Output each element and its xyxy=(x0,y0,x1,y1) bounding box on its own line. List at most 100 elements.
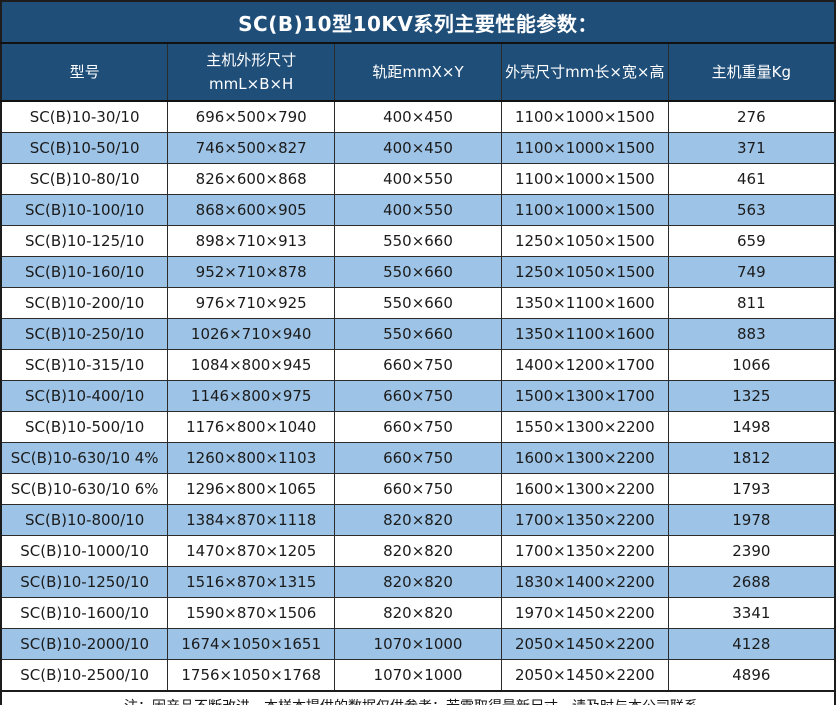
table-cell: SC(B)10-160/10 xyxy=(1,257,168,288)
table-cell: 659 xyxy=(668,226,835,257)
table-cell: SC(B)10-1600/10 xyxy=(1,598,168,629)
col-header-label: 主机重量Kg xyxy=(671,60,832,84)
table-cell: 898×710×913 xyxy=(168,226,335,257)
col-header-model: 型号 xyxy=(1,43,168,101)
table-cell: 1700×1350×2200 xyxy=(501,505,668,536)
table-cell: SC(B)10-315/10 xyxy=(1,350,168,381)
table-cell: 1100×1000×1500 xyxy=(501,164,668,195)
table-cell: SC(B)10-800/10 xyxy=(1,505,168,536)
table-cell: 1325 xyxy=(668,381,835,412)
table-cell: 400×450 xyxy=(335,101,502,133)
table-cell: 1260×800×1103 xyxy=(168,443,335,474)
table-cell: 1066 xyxy=(668,350,835,381)
table-cell: 1250×1050×1500 xyxy=(501,257,668,288)
table-cell: 868×600×905 xyxy=(168,195,335,226)
table-cell: 660×750 xyxy=(335,474,502,505)
table-cell: 746×500×827 xyxy=(168,133,335,164)
table-row: SC(B)10-630/10 6%1296×800×1065660×750160… xyxy=(1,474,835,505)
table-cell: 1070×1000 xyxy=(335,629,502,660)
table-cell: 820×820 xyxy=(335,598,502,629)
table-cell: SC(B)10-630/10 6% xyxy=(1,474,168,505)
table-cell: SC(B)10-630/10 4% xyxy=(1,443,168,474)
title-row: SC(B)10型10KV系列主要性能参数： xyxy=(1,1,835,43)
table-cell: 1350×1100×1600 xyxy=(501,319,668,350)
table-row: SC(B)10-200/10976×710×925550×6601350×110… xyxy=(1,288,835,319)
table-row: SC(B)10-250/101026×710×940550×6601350×11… xyxy=(1,319,835,350)
table-cell: 563 xyxy=(668,195,835,226)
table-cell: 2390 xyxy=(668,536,835,567)
table-cell: 1400×1200×1700 xyxy=(501,350,668,381)
table-cell: SC(B)10-400/10 xyxy=(1,381,168,412)
table-cell: SC(B)10-2000/10 xyxy=(1,629,168,660)
table-cell: 400×550 xyxy=(335,164,502,195)
table-cell: 550×660 xyxy=(335,257,502,288)
table-row: SC(B)10-2500/101756×1050×17681070×100020… xyxy=(1,660,835,692)
table-cell: 1500×1300×1700 xyxy=(501,381,668,412)
table-cell: SC(B)10-2500/10 xyxy=(1,660,168,692)
table-cell: 550×660 xyxy=(335,226,502,257)
table-cell: 1550×1300×2200 xyxy=(501,412,668,443)
spec-sheet-page: SC(B)10型10KV系列主要性能参数： 型号 主机外形尺寸 mmL×B×H … xyxy=(0,0,836,705)
table-cell: 1070×1000 xyxy=(335,660,502,692)
table-cell: 1100×1000×1500 xyxy=(501,195,668,226)
col-header-unit-dimensions: 主机外形尺寸 mmL×B×H xyxy=(168,43,335,101)
table-row: SC(B)10-800/101384×870×1118820×8201700×1… xyxy=(1,505,835,536)
table-row: SC(B)10-1000/101470×870×1205820×8201700×… xyxy=(1,536,835,567)
col-header-label: 外壳尺寸mm长×宽×高 xyxy=(504,60,666,84)
table-cell: SC(B)10-30/10 xyxy=(1,101,168,133)
table-cell: 550×660 xyxy=(335,319,502,350)
table-cell: 749 xyxy=(668,257,835,288)
table-cell: 1470×870×1205 xyxy=(168,536,335,567)
table-cell: SC(B)10-80/10 xyxy=(1,164,168,195)
table-cell: SC(B)10-100/10 xyxy=(1,195,168,226)
table-row: SC(B)10-160/10952×710×878550×6601250×105… xyxy=(1,257,835,288)
table-row: SC(B)10-1600/101590×870×1506820×8201970×… xyxy=(1,598,835,629)
table-cell: 1600×1300×2200 xyxy=(501,474,668,505)
table-cell: 1970×1450×2200 xyxy=(501,598,668,629)
col-header-label: 主机外形尺寸 xyxy=(170,48,332,72)
table-cell: 1350×1100×1600 xyxy=(501,288,668,319)
table-cell: 826×600×868 xyxy=(168,164,335,195)
table-cell: SC(B)10-1250/10 xyxy=(1,567,168,598)
table-cell: 3341 xyxy=(668,598,835,629)
table-cell: 820×820 xyxy=(335,536,502,567)
spec-table: SC(B)10型10KV系列主要性能参数： 型号 主机外形尺寸 mmL×B×H … xyxy=(0,0,836,705)
col-header-shell-dimensions: 外壳尺寸mm长×宽×高 xyxy=(501,43,668,101)
table-row: SC(B)10-30/10696×500×790400×4501100×1000… xyxy=(1,101,835,133)
table-cell: 2688 xyxy=(668,567,835,598)
table-cell: 276 xyxy=(668,101,835,133)
table-cell: 1296×800×1065 xyxy=(168,474,335,505)
table-cell: 1600×1300×2200 xyxy=(501,443,668,474)
table-cell: 883 xyxy=(668,319,835,350)
table-cell: 1384×870×1118 xyxy=(168,505,335,536)
table-cell: 2050×1450×2200 xyxy=(501,629,668,660)
table-row: SC(B)10-50/10746×500×827400×4501100×1000… xyxy=(1,133,835,164)
table-cell: 1146×800×975 xyxy=(168,381,335,412)
table-cell: 660×750 xyxy=(335,350,502,381)
table-cell: 696×500×790 xyxy=(168,101,335,133)
table-cell: SC(B)10-125/10 xyxy=(1,226,168,257)
table-cell: 1100×1000×1500 xyxy=(501,101,668,133)
table-cell: 976×710×925 xyxy=(168,288,335,319)
table-cell: SC(B)10-1000/10 xyxy=(1,536,168,567)
table-cell: SC(B)10-250/10 xyxy=(1,319,168,350)
table-cell: 1026×710×940 xyxy=(168,319,335,350)
table-cell: 4896 xyxy=(668,660,835,692)
table-cell: SC(B)10-50/10 xyxy=(1,133,168,164)
table-row: SC(B)10-1250/101516×870×1315820×8201830×… xyxy=(1,567,835,598)
table-row: SC(B)10-125/10898×710×913550×6601250×105… xyxy=(1,226,835,257)
table-cell: 1590×870×1506 xyxy=(168,598,335,629)
table-cell: 4128 xyxy=(668,629,835,660)
col-header-track-gauge: 轨距mmX×Y xyxy=(335,43,502,101)
col-header-weight: 主机重量Kg xyxy=(668,43,835,101)
table-row: SC(B)10-80/10826×600×868400×5501100×1000… xyxy=(1,164,835,195)
table-cell: 1498 xyxy=(668,412,835,443)
table-body: SC(B)10-30/10696×500×790400×4501100×1000… xyxy=(1,101,835,691)
table-cell: 820×820 xyxy=(335,505,502,536)
table-row: SC(B)10-500/101176×800×1040660×7501550×1… xyxy=(1,412,835,443)
table-cell: 1674×1050×1651 xyxy=(168,629,335,660)
table-cell: SC(B)10-500/10 xyxy=(1,412,168,443)
table-cell: 1516×870×1315 xyxy=(168,567,335,598)
table-row: SC(B)10-630/10 4%1260×800×1103660×750160… xyxy=(1,443,835,474)
table-cell: 1176×800×1040 xyxy=(168,412,335,443)
